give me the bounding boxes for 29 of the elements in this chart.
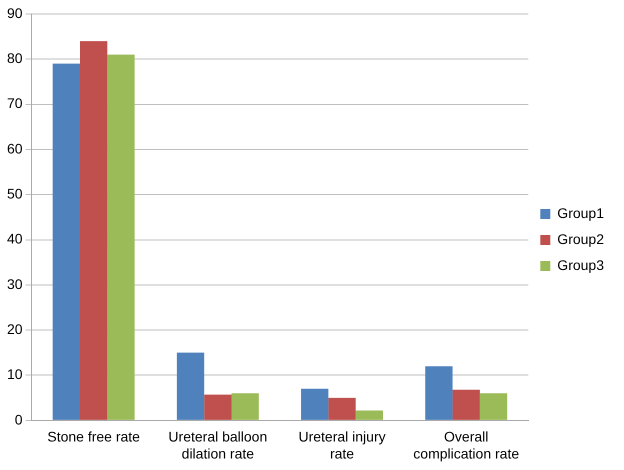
bar [356,410,384,420]
bar [204,394,232,420]
y-tick-label: 90 [6,4,23,21]
y-tick-label: 30 [6,276,23,292]
bar [176,352,204,420]
y-tick-label: 60 [6,140,23,156]
bar [328,398,356,420]
bar [232,393,259,420]
x-tick-label: Overall complication rate [413,428,520,462]
y-tick-label: 10 [6,366,23,382]
legend-label: Group1 [557,204,604,221]
bar [452,390,480,420]
y-tick-label: 70 [6,95,23,112]
y-tick-label: 20 [6,320,23,337]
legend-label: Group2 [557,230,604,247]
y-tick-label: 0 [14,411,23,428]
x-tick-label: Ureteral balloon dilation rate [168,428,268,462]
bar [107,54,135,420]
bar [52,64,80,420]
legend-label: Group3 [557,256,604,273]
bar [425,366,453,420]
bar [301,388,328,420]
bar [80,41,108,420]
y-tick-label: 80 [6,50,23,66]
y-tick-label: 50 [6,185,23,202]
y-tick-label: 40 [6,230,23,247]
x-tick-label: Stone free rate [47,428,140,445]
bar [480,393,508,420]
x-tick-label: Ureteral injury rate [298,428,386,462]
